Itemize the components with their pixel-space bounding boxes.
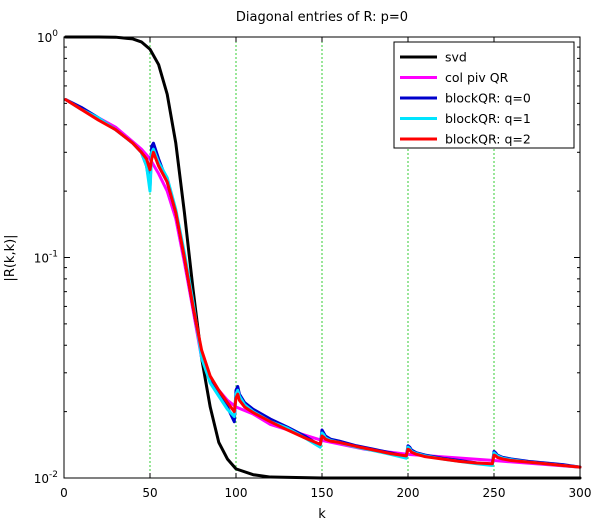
legend-label-4: blockQR: q=2 [445, 132, 531, 147]
x-axis-tick-labels: 0 50 100 150 200 250 300 [60, 486, 591, 500]
y-tick-label: 10-1 [34, 250, 58, 266]
x-tick-label: 150 [311, 486, 334, 500]
legend-box [393, 41, 575, 149]
chart-title: Diagonal entries of R: p=0 [236, 10, 408, 25]
x-tick-label: 200 [397, 486, 420, 500]
legend-items: svd col piv QR blockQR: q=0 blockQR: q=1 blo… [400, 50, 531, 147]
x-tick-label: 300 [569, 486, 592, 500]
series-layer [64, 35, 582, 480]
legend: svd col piv QR blockQR: q=0 blockQR: q=1 blo… [393, 41, 575, 149]
legend-label-2: blockQR: q=0 [445, 91, 531, 106]
y-axis-label: |R(k,k)| [3, 234, 18, 281]
legend-label-1: col piv QR [445, 70, 509, 85]
legend-label-0: svd [445, 50, 467, 65]
y-axis-tick-labels: 100 10-1 10-2 [34, 29, 59, 486]
axis-ticks [63, 37, 581, 479]
y-tick-label: 10-2 [34, 470, 58, 486]
legend-label-3: blockQR: q=1 [445, 111, 531, 126]
series-line-4 [64, 98, 582, 469]
x-tick-label: 250 [483, 486, 506, 500]
x-tick-label: 100 [225, 486, 248, 500]
x-axis-label: k [318, 507, 326, 522]
y-tick-label: 100 [37, 29, 58, 45]
x-tick-label: 0 [60, 486, 68, 500]
x-tick-label: 50 [142, 486, 157, 500]
